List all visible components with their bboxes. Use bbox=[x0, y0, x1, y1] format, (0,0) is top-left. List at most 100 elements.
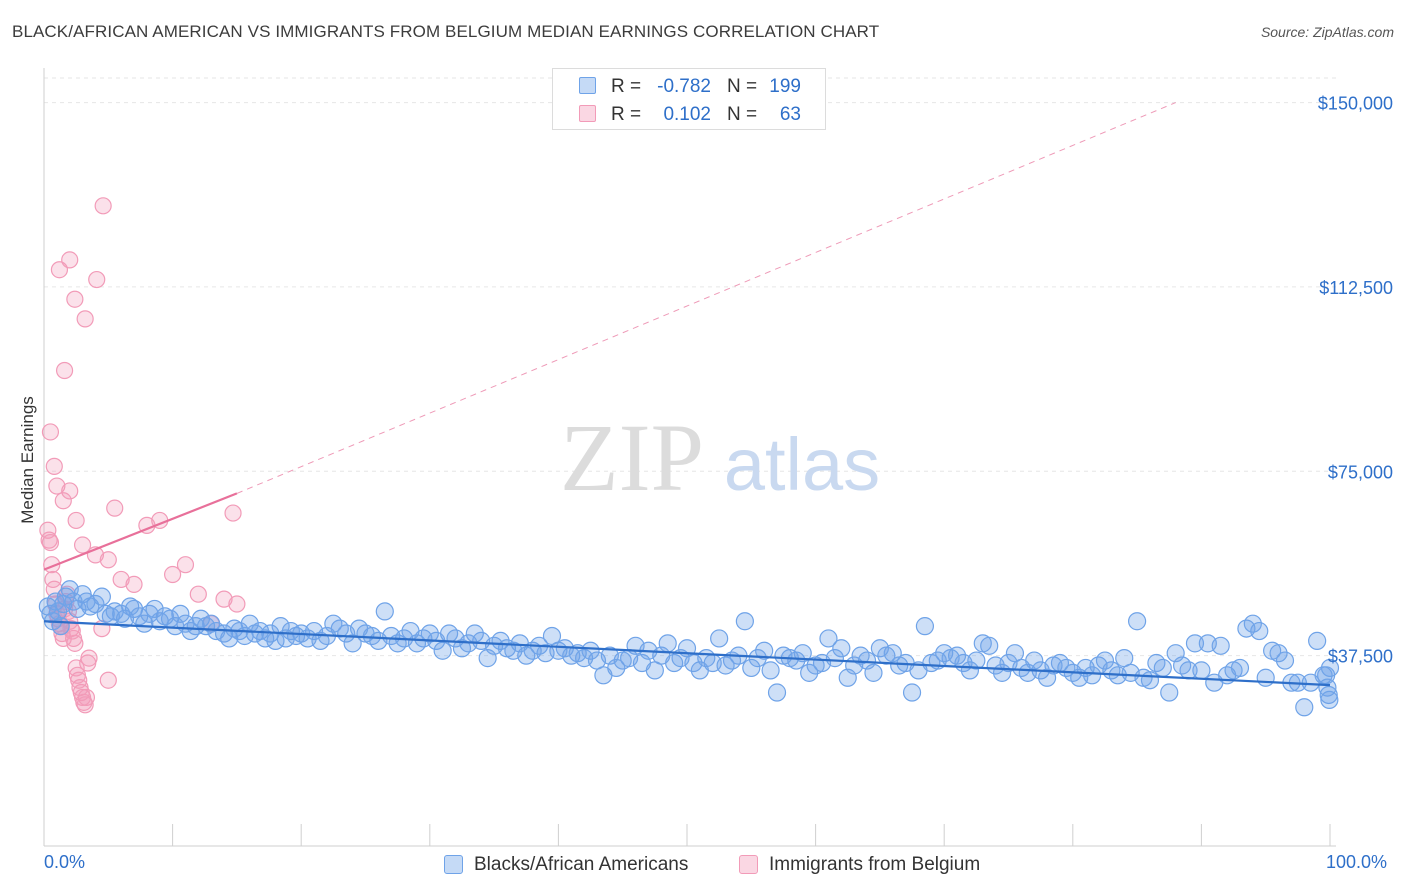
blue-point bbox=[1256, 668, 1275, 687]
pink-point bbox=[80, 649, 98, 667]
pink-point bbox=[55, 361, 74, 380]
pink-point bbox=[215, 590, 233, 608]
r-label: R = bbox=[611, 104, 642, 125]
pink-point bbox=[106, 499, 124, 517]
blue-point bbox=[1320, 690, 1339, 709]
pink-point bbox=[125, 575, 143, 593]
blue-point bbox=[1250, 621, 1269, 641]
pink-point bbox=[61, 251, 79, 269]
legend-label: Immigrants from Belgium bbox=[769, 854, 981, 875]
blue-swatch bbox=[579, 77, 596, 94]
pink-point bbox=[76, 310, 94, 328]
blue-point bbox=[1140, 671, 1160, 690]
blue-point bbox=[1308, 631, 1327, 650]
legend-swatch-pink bbox=[739, 855, 758, 874]
blue-point bbox=[1319, 685, 1338, 705]
blue-point bbox=[171, 604, 190, 623]
blue-point bbox=[607, 658, 626, 678]
r-value: 0.102 bbox=[663, 104, 711, 125]
y-tick-label: $75,000 bbox=[1328, 462, 1393, 482]
blue-trend-line bbox=[43, 620, 1331, 687]
axes bbox=[43, 68, 1336, 847]
chart-title: BLACK/AFRICAN AMERICAN VS IMMIGRANTS FRO… bbox=[12, 22, 880, 41]
n-value: 199 bbox=[769, 76, 801, 97]
pink-point bbox=[112, 570, 130, 589]
blue-point bbox=[433, 641, 452, 660]
blue-point bbox=[735, 612, 754, 631]
stats-row-pink: R = 0.102 N = 63 bbox=[553, 101, 825, 129]
blue-point bbox=[581, 641, 600, 660]
x-tick-label-min: 0.0% bbox=[44, 852, 86, 872]
blue-point bbox=[658, 634, 677, 653]
source-credit: Source: ZipAtlas.com bbox=[1260, 24, 1394, 40]
pink-trend-extension bbox=[236, 102, 1176, 494]
pink-point bbox=[176, 556, 195, 574]
y-axis-label: Median Earnings bbox=[18, 396, 37, 524]
blue-point bbox=[1185, 634, 1205, 653]
blue-point bbox=[742, 658, 761, 678]
pink-point bbox=[99, 671, 117, 689]
watermark: ZIP atlas bbox=[560, 404, 880, 511]
blue-point bbox=[135, 614, 154, 633]
grid-lines bbox=[44, 77, 1336, 657]
blue-point bbox=[51, 617, 70, 636]
pink-point bbox=[45, 457, 63, 475]
blue-point bbox=[767, 683, 787, 702]
x-tick-label-max: 100.0% bbox=[1326, 852, 1388, 872]
blue-point bbox=[1160, 683, 1179, 702]
legend-label: Blacks/African Americans bbox=[474, 854, 689, 875]
blue-point bbox=[902, 683, 922, 702]
blue-point bbox=[375, 602, 394, 621]
watermark-atlas: atlas bbox=[724, 423, 880, 506]
pink-point bbox=[41, 423, 60, 441]
blue-point bbox=[825, 649, 844, 668]
n-value: 63 bbox=[779, 104, 801, 125]
blue-point bbox=[967, 651, 986, 670]
pink-trend-line bbox=[43, 492, 238, 571]
blue-point bbox=[1295, 698, 1314, 717]
blue-point bbox=[1275, 651, 1295, 670]
blue-point bbox=[947, 646, 967, 665]
blue-point bbox=[420, 624, 439, 643]
legend-swatch-blue bbox=[444, 855, 463, 874]
pink-series-points bbox=[39, 197, 246, 714]
blue-point bbox=[1211, 636, 1230, 655]
n-label: N = bbox=[727, 104, 758, 125]
legend: Blacks/African Americans Immigrants from… bbox=[0, 851, 1406, 879]
pink-point bbox=[99, 551, 117, 569]
blue-point bbox=[1153, 658, 1172, 678]
pink-point bbox=[61, 482, 79, 500]
blue-point bbox=[710, 629, 729, 648]
blue-point bbox=[915, 617, 935, 636]
pink-point bbox=[77, 688, 96, 707]
blue-point bbox=[1095, 651, 1115, 670]
blue-point bbox=[1269, 644, 1288, 663]
pink-point bbox=[67, 511, 85, 530]
trend-lines bbox=[43, 102, 1331, 687]
blue-point bbox=[1025, 651, 1044, 670]
stats-row-blue: R = -0.782 N = 199 bbox=[553, 73, 825, 101]
pink-point bbox=[88, 270, 106, 289]
blue-point bbox=[1082, 666, 1102, 685]
pink-point bbox=[54, 492, 72, 510]
blue-point bbox=[140, 604, 159, 623]
pink-point bbox=[73, 536, 92, 554]
pink-point bbox=[66, 634, 84, 652]
blue-point bbox=[980, 636, 999, 655]
pink-point bbox=[66, 290, 84, 308]
pink-point bbox=[189, 585, 207, 603]
blue-point bbox=[832, 639, 851, 658]
y-tick-labels: $37,500 $75,000 $112,500 $150,000 bbox=[1318, 94, 1393, 667]
blue-point bbox=[1230, 658, 1250, 678]
blue-point bbox=[864, 663, 883, 682]
pink-point bbox=[48, 477, 66, 495]
stats-box: R = -0.782 N = 199 R = 0.102 N = 63 bbox=[552, 68, 826, 130]
blue-point bbox=[92, 587, 111, 606]
blue-series-points bbox=[38, 580, 1340, 717]
blue-point bbox=[819, 629, 838, 648]
blue-point bbox=[793, 644, 812, 663]
y-tick-label: $37,500 bbox=[1328, 647, 1393, 667]
blue-point bbox=[1192, 661, 1211, 680]
blue-point bbox=[761, 661, 780, 680]
